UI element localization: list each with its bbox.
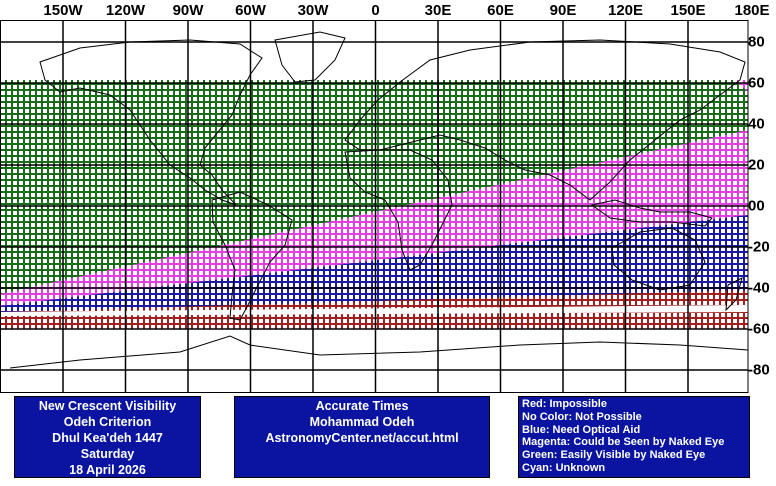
latitude-label: 00: [748, 197, 765, 215]
weekday-label: Saturday: [80, 447, 135, 461]
zone-magenta: [0, 130, 748, 306]
latitude-label: 60: [748, 74, 765, 92]
longitude-label: 150E: [670, 2, 706, 19]
longitude-label: 150W: [43, 2, 83, 19]
legend-blue: Blue: Need Optical Aid: [522, 423, 641, 436]
longitude-label: 30W: [297, 2, 329, 19]
legend-magenta: Magenta: Could be Seen by Naked Eye: [522, 436, 725, 449]
latitude-label: 20: [748, 156, 765, 174]
website-link[interactable]: AstronomyCenter.net/accut.html: [265, 431, 459, 445]
latitude-label: 80: [748, 33, 765, 51]
latitude-label: 40: [748, 115, 765, 133]
legend-green: Green: Easily Visible by Naked Eye: [522, 449, 706, 462]
info-box-title: New Crescent Visibility Odeh Criterion D…: [14, 396, 201, 478]
new-zealand-coast: [725, 277, 743, 312]
latitude-label: -20: [748, 238, 770, 256]
date-label: 18 April 2026: [69, 463, 146, 477]
longitude-label: 90E: [549, 2, 577, 19]
accurate-times-label: Accurate Times: [315, 399, 409, 413]
latitude-label: -80: [748, 361, 770, 379]
graticule: [0, 20, 749, 393]
longitude-label: 60E: [487, 2, 514, 19]
longitude-label: 180E: [734, 2, 770, 19]
australia-coast: [611, 227, 706, 291]
longitude-label: 60W: [235, 2, 266, 19]
legend-cyan: Cyan: Unknown: [522, 461, 606, 474]
zone-white-gap: [0, 305, 748, 316]
longitude-label: 30E: [424, 2, 452, 19]
longitude-label: 0: [371, 2, 380, 19]
visibility-title: New Crescent Visibility: [38, 399, 177, 413]
greenland-coast: [274, 31, 346, 83]
antarctica-coast: [9, 335, 749, 369]
longitude-label: 90W: [172, 2, 204, 19]
longitude-label: 120E: [607, 2, 644, 19]
legend-none: No Color: Not Possible: [522, 410, 642, 423]
legend-red: Red: Impossible: [522, 398, 607, 410]
latitude-label: -40: [748, 279, 770, 297]
north-america-coast: [39, 39, 263, 206]
zone-green: [0, 80, 748, 294]
author-label: Mohammad Odeh: [309, 415, 415, 429]
info-box-credits: Accurate Times Mohammad Odeh AstronomyCe…: [234, 396, 490, 478]
latitude-label: -60: [748, 320, 770, 338]
longitude-label: 120W: [105, 2, 146, 19]
month-label: Dhul Kea'deh 1447: [52, 431, 163, 445]
criterion-label: Odeh Criterion: [63, 415, 152, 429]
europe-asia-coast: [344, 39, 746, 201]
south-america-coast: [211, 191, 293, 321]
legend-box: Red: Impossible No Color: Not Possible B…: [518, 396, 750, 478]
